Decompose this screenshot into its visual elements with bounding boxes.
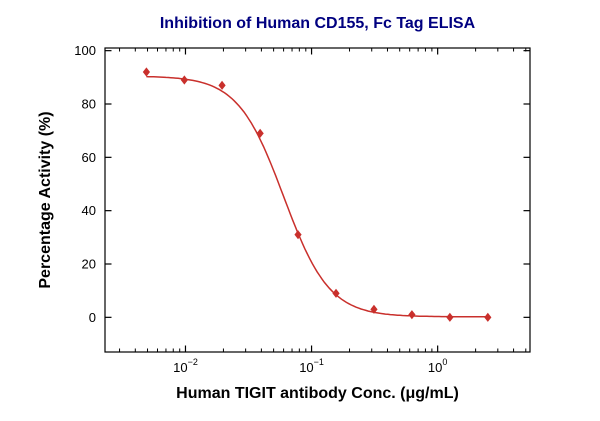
fit-curve [146, 75, 488, 318]
data-point [484, 312, 492, 322]
data-point [446, 312, 454, 322]
y-tick-label: 60 [82, 150, 96, 165]
plot-box [104, 47, 531, 353]
data-point [408, 310, 416, 320]
data-point [332, 288, 340, 298]
x-tick-label: 10−1 [299, 357, 324, 375]
x-tick-label: 10−2 [173, 357, 198, 375]
data-point [142, 67, 151, 77]
data-point [294, 230, 302, 240]
y-tick-label: 100 [74, 43, 96, 58]
data-point [370, 304, 378, 314]
y-tick-label: 0 [89, 310, 96, 325]
y-tick-label: 40 [82, 203, 96, 218]
chart-title: Inhibition of Human CD155, Fc Tag ELISA [159, 15, 476, 32]
y-tick-label: 20 [82, 257, 96, 272]
data-point [218, 80, 226, 90]
x-axis-label: Human TIGIT antibody Conc. (μg/mL) [176, 385, 459, 402]
y-tick-label: 80 [82, 97, 96, 112]
data-point [180, 75, 188, 85]
x-tick-label: 100 [428, 357, 447, 375]
data-point [256, 128, 264, 138]
